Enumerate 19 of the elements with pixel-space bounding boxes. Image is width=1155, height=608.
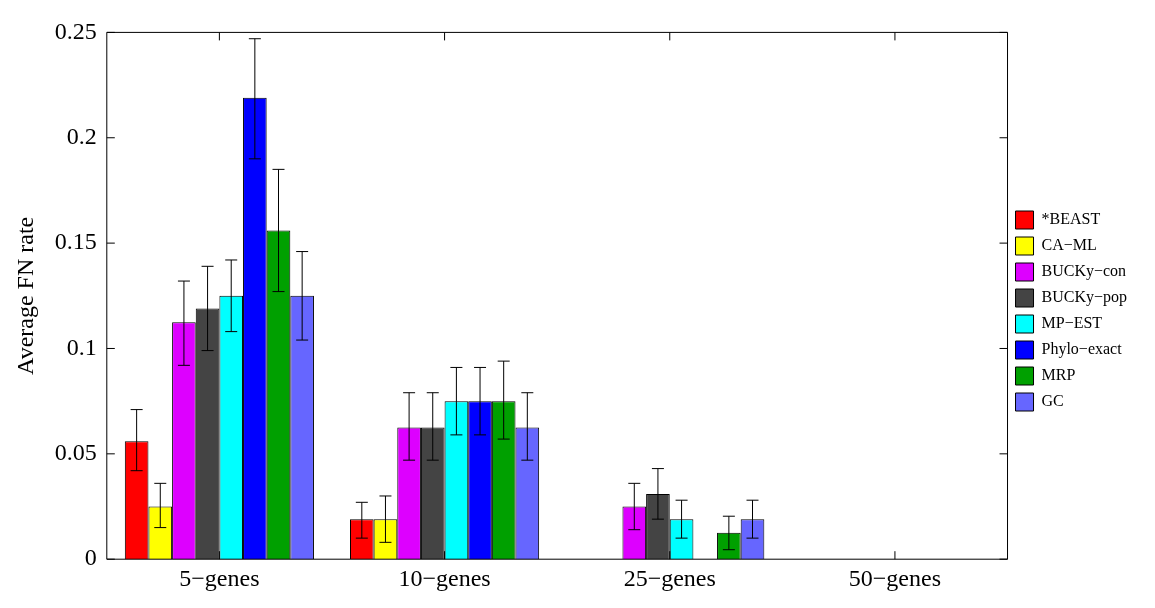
legend-label: BUCKy−con xyxy=(1041,262,1127,281)
x-tick-label: 5−genes xyxy=(179,564,260,591)
legend-label: *BEAST xyxy=(1041,210,1101,228)
legend-label: GC xyxy=(1041,392,1064,410)
y-tick-label: 0.1 xyxy=(66,333,97,360)
x-tick-label: 50−genes xyxy=(848,564,942,591)
y-tick-label: 0 xyxy=(84,544,97,571)
legend-label: MP−EST xyxy=(1041,314,1103,332)
legend-label: MRP xyxy=(1041,366,1076,384)
legend-label: CA−ML xyxy=(1041,236,1097,254)
legend-label: BUCKy−pop xyxy=(1041,288,1128,307)
legend-label: Phylo−exact xyxy=(1041,340,1123,359)
y-tick-label: 0.25 xyxy=(54,17,97,44)
y-axis-title: Average FN rate xyxy=(11,216,38,375)
y-tick-label: 0.05 xyxy=(54,439,97,466)
y-tick-label: 0.2 xyxy=(66,123,97,150)
x-tick-label: 25−genes xyxy=(623,564,716,591)
x-tick-label: 10−genes xyxy=(398,564,491,591)
y-tick-label: 0.15 xyxy=(54,228,97,255)
